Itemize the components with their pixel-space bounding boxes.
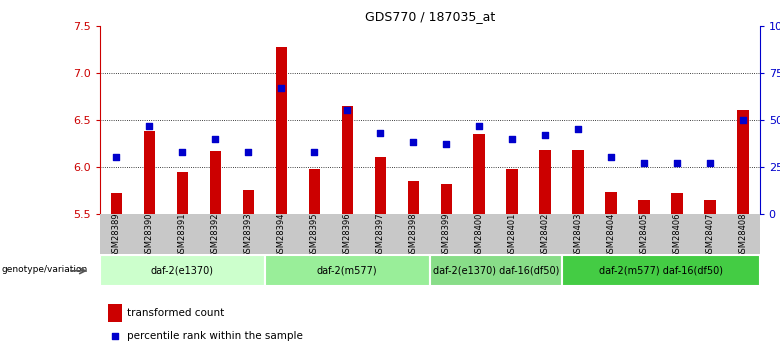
Point [572,127,584,132]
Bar [108,304,122,322]
Bar [210,151,221,214]
Point [704,160,717,166]
Bar [407,181,419,214]
Point [506,136,519,141]
Point [275,85,288,91]
Point [176,149,189,155]
Text: transformed count: transformed count [127,308,225,318]
Bar [737,110,749,214]
Point [737,117,750,122]
Text: daf-2(e1370): daf-2(e1370) [151,266,214,276]
Text: percentile rank within the sample: percentile rank within the sample [127,331,303,341]
Bar [704,200,716,214]
Bar [111,193,122,214]
Bar [100,255,265,286]
Title: GDS770 / 187035_at: GDS770 / 187035_at [365,10,495,23]
Bar [275,47,287,214]
Bar [562,255,760,286]
Bar [672,193,683,214]
Bar [374,157,386,214]
Point [308,149,321,155]
Point [110,155,122,160]
Bar [243,190,254,214]
Point [605,155,618,160]
Point [341,108,353,113]
Text: daf-2(e1370) daf-16(df50): daf-2(e1370) daf-16(df50) [433,266,559,276]
Point [209,136,222,141]
Bar [540,150,551,214]
Point [671,160,683,166]
Bar [176,171,188,214]
Bar [144,131,155,214]
Point [374,130,387,136]
Point [143,123,155,128]
Text: genotype/variation: genotype/variation [2,265,88,274]
Bar [573,150,584,214]
Text: daf-2(m577): daf-2(m577) [317,266,378,276]
Point [108,333,121,338]
Bar [473,134,485,214]
Point [440,141,452,147]
Point [539,132,551,138]
Bar [342,106,353,214]
Point [473,123,485,128]
Point [407,140,420,145]
Text: daf-2(m577) daf-16(df50): daf-2(m577) daf-16(df50) [599,266,723,276]
Bar [441,184,452,214]
Bar [639,200,650,214]
Point [638,160,651,166]
Bar [430,255,562,286]
Bar [265,255,430,286]
Bar [309,169,320,214]
Point [242,149,254,155]
Bar [605,192,617,214]
Bar [506,169,518,214]
